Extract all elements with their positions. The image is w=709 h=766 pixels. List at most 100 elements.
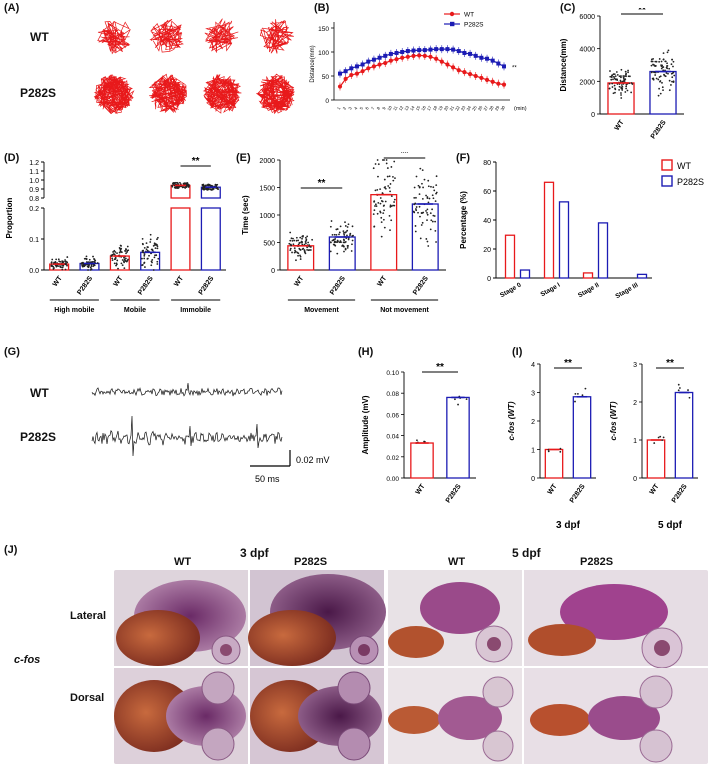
legend-label: P282S: [677, 177, 704, 187]
data-dot: [156, 245, 159, 248]
data-dot: [667, 49, 670, 52]
panel-label-c: (C): [560, 2, 576, 14]
data-dot: [89, 266, 92, 269]
data-dot: [81, 265, 84, 268]
data-dot: [302, 247, 305, 250]
bar: [411, 203, 439, 271]
panel-j-group-3dpf: 3 dpf: [240, 546, 269, 560]
data-dot: [307, 241, 310, 244]
data-dot: [435, 192, 437, 195]
data-dot: [611, 86, 614, 88]
y-tick-label: 4000: [579, 47, 595, 54]
y-tick-label: 0: [325, 98, 329, 105]
y-tick-label: 500: [263, 241, 275, 248]
data-dot: [670, 84, 672, 86]
data-dot: [179, 181, 181, 184]
data-point: [484, 77, 490, 82]
panel-c-chart: 0 2000 4000 6000 Distance(mm) WT P282S **: [559, 8, 684, 140]
data-dot: [413, 203, 416, 206]
data-dot: [383, 159, 385, 161]
data-dot: [338, 233, 340, 236]
swim-track: [256, 73, 295, 115]
data-point: [377, 55, 382, 60]
data-dot: [90, 268, 93, 271]
panel-a-row-wt: WT: [30, 30, 49, 44]
data-dot: [430, 185, 432, 188]
data-point: [479, 75, 484, 81]
data-dot: [81, 264, 84, 266]
x-axis-label: (min): [514, 106, 527, 112]
data-dot: [385, 162, 388, 165]
data-dot: [57, 258, 60, 261]
data-dot: [58, 260, 61, 263]
data-dot: [427, 245, 430, 247]
bar: [410, 442, 434, 479]
x-tick-label: 13: [403, 104, 410, 111]
data-dot: [559, 450, 562, 453]
x-tick-label: 1: [336, 105, 342, 110]
eeg-trace-p282s: [91, 415, 283, 457]
data-dot: [423, 440, 426, 443]
data-point: [439, 47, 444, 52]
data-dot: [330, 220, 333, 222]
data-dot: [306, 235, 309, 238]
data-dot: [343, 250, 345, 253]
data-dot: [187, 186, 190, 188]
data-dot: [51, 265, 54, 267]
x-tick-label: WT: [415, 483, 427, 497]
data-dot: [333, 233, 336, 236]
data-dot: [667, 72, 669, 75]
x-tick-label: 25: [471, 104, 478, 111]
data-dot: [55, 258, 58, 261]
data-dot: [677, 389, 680, 392]
data-dot: [50, 261, 53, 264]
data-dot: [304, 236, 307, 239]
bar: [544, 448, 564, 479]
data-dot: [346, 229, 349, 232]
data-dot: [626, 89, 629, 92]
y-tick-label: 1000: [259, 213, 275, 220]
data-dot: [86, 265, 89, 268]
data-dot: [64, 263, 67, 266]
data-dot: [306, 246, 309, 249]
data-dot: [351, 243, 353, 246]
swim-track: [93, 74, 135, 115]
data-dot: [66, 256, 69, 258]
data-dot: [123, 267, 126, 269]
data-dot: [387, 185, 390, 187]
data-point: [405, 54, 410, 59]
data-dot: [620, 76, 622, 79]
data-point: [394, 50, 399, 55]
data-dot: [425, 238, 428, 240]
data-dot: [426, 219, 428, 222]
bar-P282S: [558, 201, 570, 279]
data-dot: [389, 183, 392, 185]
data-dot: [111, 257, 114, 260]
data-dot: [299, 258, 302, 260]
data-dot: [392, 204, 394, 207]
data-dot: [114, 251, 117, 253]
data-dot: [90, 265, 93, 268]
data-dot: [373, 225, 376, 228]
data-point: [411, 53, 416, 58]
data-dot: [143, 254, 146, 257]
data-dot: [386, 175, 389, 178]
data-dot: [119, 244, 122, 247]
data-dot: [620, 84, 623, 86]
data-dot: [374, 163, 377, 165]
data-dot: [141, 237, 144, 240]
bar-lower: [200, 207, 221, 271]
data-point: [400, 55, 405, 60]
data-dot: [202, 183, 205, 186]
y-tick-label: 0.00: [386, 476, 399, 483]
data-dot: [112, 251, 114, 253]
y-axis-label: Amplitude (mV): [361, 395, 370, 454]
data-dot: [116, 259, 119, 262]
data-dot: [156, 236, 159, 239]
swim-track: [97, 20, 131, 55]
data-dot: [655, 60, 658, 63]
x-tick-label: P282S: [329, 275, 347, 297]
data-dot: [659, 80, 661, 83]
data-dot: [85, 255, 88, 258]
